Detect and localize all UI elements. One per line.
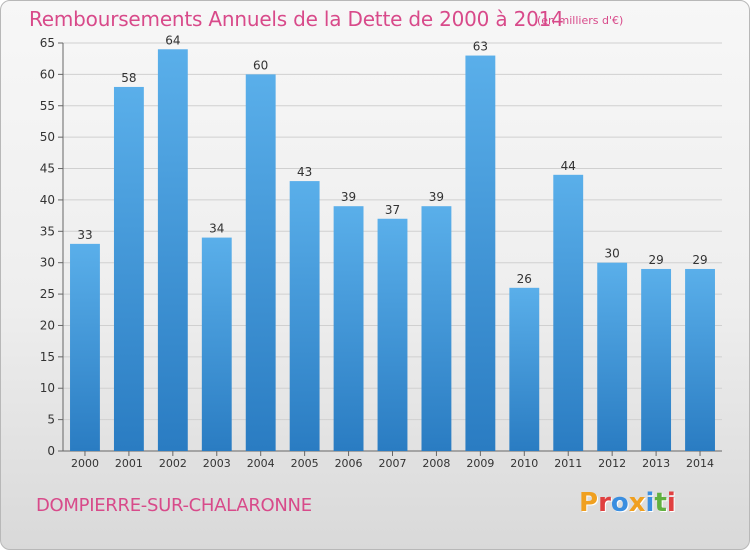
y-tick-label: 0 — [47, 444, 55, 458]
bar — [597, 262, 628, 451]
y-tick-label: 50 — [40, 130, 55, 144]
y-tick-label: 65 — [40, 36, 55, 50]
bar — [157, 49, 188, 452]
y-tick-label: 30 — [40, 256, 55, 270]
y-tick-label: 20 — [40, 318, 55, 332]
y-tick-label: 15 — [40, 350, 55, 364]
logo-letter: i — [645, 488, 655, 518]
data-label: 33 — [77, 228, 92, 242]
y-tick-label: 10 — [40, 381, 55, 395]
x-tick-label: 2003 — [203, 457, 231, 470]
x-tick-label: 2000 — [71, 457, 99, 470]
x-tick-label: 2013 — [642, 457, 670, 470]
bar — [289, 181, 320, 452]
chart-title: Remboursements Annuels de la Dette de 20… — [29, 7, 564, 31]
bar — [201, 237, 232, 451]
x-tick-label: 2008 — [422, 457, 450, 470]
logo-letter: r — [598, 488, 611, 518]
x-tick-label: 2009 — [466, 457, 494, 470]
logo-letter: P — [579, 488, 599, 518]
x-tick-label: 2007 — [379, 457, 407, 470]
x-tick-label: 2010 — [510, 457, 538, 470]
y-axis: 0 5 10 15 20 25 30 35 40 45 50 55 60 65 — [40, 36, 722, 458]
town-name: DOMPIERRE-SUR-CHALARONNE — [36, 495, 312, 516]
data-label: 58 — [121, 71, 136, 85]
data-label: 60 — [253, 58, 268, 72]
data-label: 43 — [297, 165, 312, 179]
bar — [641, 268, 672, 451]
x-axis: 2000 2001 2002 2003 2004 2005 2006 2007 2008 2009… — [71, 451, 714, 470]
data-label: 29 — [692, 253, 707, 267]
data-label: 63 — [473, 40, 488, 54]
x-tick-label: 2004 — [247, 457, 275, 470]
data-labels: 33 58 64 34 60 43 39 37 39 63 26 44 30 29 29 — [77, 33, 707, 286]
data-label: 37 — [385, 203, 400, 217]
bar — [113, 86, 144, 451]
bar — [421, 206, 452, 451]
logo-letter: i — [666, 488, 676, 518]
logo-letter: x — [628, 488, 646, 518]
y-tick-label: 25 — [40, 287, 55, 301]
data-label: 44 — [561, 159, 576, 173]
logo-letter: t — [654, 488, 667, 518]
bar — [377, 218, 408, 451]
y-tick-label: 35 — [40, 224, 55, 238]
x-tick-label: 2012 — [598, 457, 626, 470]
data-label: 39 — [341, 190, 356, 204]
y-tick-label: 40 — [40, 193, 55, 207]
data-label: 34 — [209, 222, 224, 236]
data-label: 39 — [429, 190, 444, 204]
bars — [70, 49, 715, 452]
x-tick-label: 2011 — [554, 457, 582, 470]
y-tick-label: 5 — [47, 413, 55, 427]
x-tick-label: 2001 — [115, 457, 143, 470]
bar — [465, 55, 496, 452]
x-tick-label: 2005 — [291, 457, 319, 470]
data-label: 29 — [648, 253, 663, 267]
bar — [553, 174, 584, 452]
y-tick-label: 60 — [40, 67, 55, 81]
y-tick-label: 45 — [40, 162, 55, 176]
bar — [509, 287, 540, 451]
bar — [333, 206, 364, 451]
x-tick-label: 2002 — [159, 457, 187, 470]
data-label: 30 — [605, 247, 620, 261]
bar — [245, 74, 276, 451]
x-tick-label: 2014 — [686, 457, 714, 470]
data-label: 64 — [165, 33, 180, 47]
x-tick-label: 2006 — [335, 457, 363, 470]
chart-unit: (en milliers d'€) — [537, 14, 624, 27]
y-tick-label: 55 — [40, 99, 55, 113]
proxiti-logo: Proxiti — [579, 488, 676, 518]
bar — [70, 243, 100, 451]
logo-letter: o — [610, 488, 629, 518]
data-label: 26 — [517, 272, 532, 286]
bar — [685, 268, 715, 451]
